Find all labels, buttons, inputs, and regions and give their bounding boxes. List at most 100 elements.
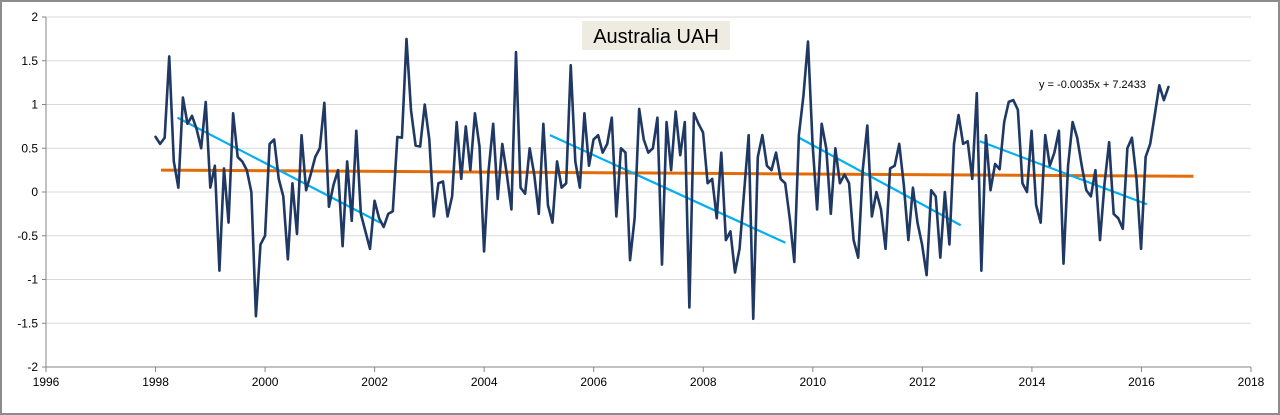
data-point — [305, 189, 307, 192]
data-point — [474, 112, 476, 115]
data-point — [227, 221, 230, 224]
data-point — [665, 121, 668, 123]
data-point — [606, 143, 609, 145]
x-tick-label: 2014 — [1019, 375, 1046, 389]
data-point — [1049, 164, 1051, 167]
data-point — [985, 134, 987, 136]
overall-trend — [161, 168, 1194, 178]
data-point — [1167, 86, 1170, 88]
data-point — [784, 182, 786, 185]
data-point — [670, 169, 672, 171]
data-point — [469, 169, 472, 171]
data-point — [615, 215, 618, 218]
data-point — [702, 131, 704, 134]
data-point — [1144, 156, 1147, 158]
data-point — [688, 306, 691, 309]
data-point — [510, 208, 513, 211]
trendline-equation: y = -0.0035x + 7.2433 — [1039, 79, 1146, 91]
data-point — [173, 160, 175, 163]
data-point — [414, 144, 417, 147]
data-point — [1030, 129, 1033, 132]
data-point — [912, 186, 914, 189]
data-point — [880, 208, 882, 211]
y-tick-label: -1 — [27, 273, 38, 287]
data-point — [410, 109, 412, 112]
data-point — [715, 217, 718, 220]
data-point — [223, 167, 225, 170]
data-point — [948, 243, 951, 246]
data-point — [1112, 213, 1115, 215]
data-point — [465, 125, 467, 128]
data-point — [798, 134, 800, 136]
data-point — [725, 239, 727, 241]
data-point — [264, 234, 266, 237]
data-point — [204, 101, 207, 103]
data-point — [195, 128, 198, 130]
data-point — [501, 143, 504, 145]
data-point — [542, 122, 545, 125]
data-point — [355, 129, 358, 132]
data-point — [998, 168, 1001, 171]
data-point — [861, 169, 864, 171]
data-point — [921, 243, 923, 246]
data-point — [779, 178, 782, 180]
data-point — [1135, 178, 1138, 180]
data-point — [323, 101, 326, 104]
data-point — [834, 147, 837, 150]
x-tick-label: 1996 — [33, 375, 60, 389]
x-tick-label: 1998 — [142, 375, 169, 389]
y-tick-label: -0.5 — [17, 229, 38, 243]
data-point — [971, 178, 974, 180]
x-tick-label: 2010 — [799, 375, 826, 389]
data-point — [884, 248, 887, 250]
data-point — [232, 112, 234, 115]
data-point — [839, 182, 841, 185]
data-point — [743, 191, 745, 193]
data-point — [1076, 136, 1078, 139]
data-point — [419, 145, 421, 148]
data-point — [1003, 121, 1005, 123]
data-point — [246, 169, 248, 171]
data-point — [524, 192, 526, 195]
data-point — [642, 138, 645, 141]
data-point — [401, 136, 403, 139]
data-point — [1067, 164, 1069, 167]
y-tick-label: 1.5 — [21, 54, 38, 68]
data-point — [775, 151, 777, 154]
data-point — [738, 248, 741, 250]
data-point — [387, 213, 390, 215]
data-point — [976, 92, 978, 94]
data-point — [200, 147, 202, 150]
data-point — [565, 182, 567, 185]
x-tick-label: 2006 — [580, 375, 607, 389]
x-tick-label: 2002 — [361, 375, 388, 389]
data-point — [761, 134, 764, 136]
data-point — [1131, 136, 1133, 139]
data-point — [962, 143, 964, 145]
data-point — [309, 173, 312, 176]
data-point — [579, 186, 581, 189]
data-point — [574, 160, 577, 163]
data-point — [898, 143, 901, 145]
data-point — [583, 112, 586, 115]
chart-title-text: Australia UAH — [593, 26, 719, 48]
data-point — [820, 122, 823, 125]
data-point — [843, 173, 846, 176]
data-point — [259, 243, 262, 246]
data-point — [378, 217, 380, 220]
x-tick-label: 2012 — [909, 375, 936, 389]
data-point — [1007, 101, 1010, 103]
data-point — [1012, 99, 1015, 101]
data-point — [341, 245, 344, 248]
data-point — [597, 134, 599, 136]
data-point — [889, 167, 891, 170]
data-point — [1062, 262, 1065, 265]
data-point — [1053, 151, 1056, 154]
data-point — [515, 51, 517, 53]
data-point — [492, 122, 494, 125]
data-point — [255, 315, 257, 318]
data-point — [848, 182, 850, 185]
data-point — [241, 160, 244, 163]
data-point — [296, 233, 298, 235]
data-point — [734, 271, 736, 274]
